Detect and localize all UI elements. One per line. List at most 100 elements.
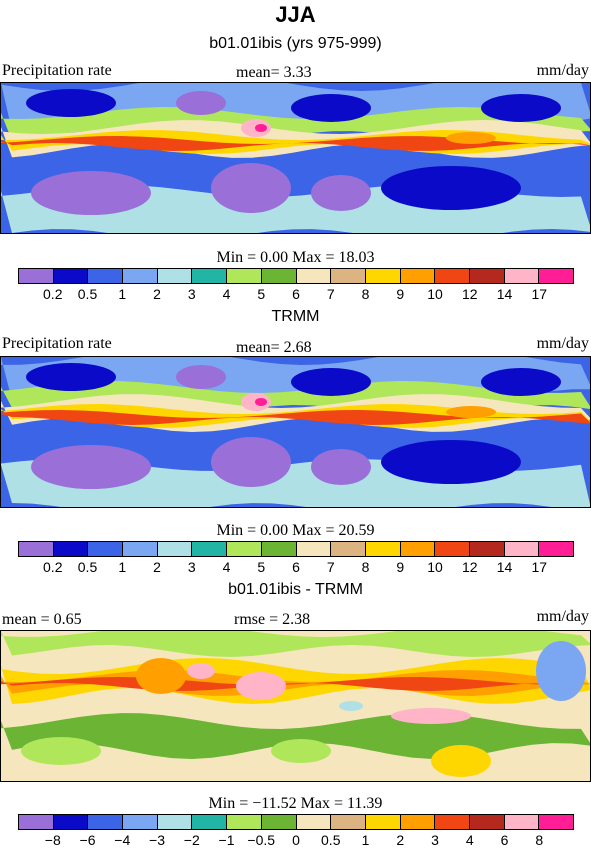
colorbar-swatch — [157, 542, 193, 556]
colorbar-tick-label: −8 — [44, 832, 61, 848]
colorbar-tick-label: −3 — [149, 832, 165, 848]
panel2-map — [0, 356, 591, 508]
figure-title: JJA — [275, 2, 316, 27]
panel1-title: b01.01ibis (yrs 975-999) — [209, 35, 382, 52]
colorbar-swatch — [365, 542, 401, 556]
colorbar-tick-label: 14 — [496, 286, 513, 302]
colorbar-swatch — [227, 269, 262, 283]
colorbar-tick-label: 5 — [257, 286, 266, 302]
colorbar-swatch — [227, 815, 262, 829]
colorbar-tick-label: 6 — [500, 832, 509, 848]
panel3-title: b01.01ibis - TRMM — [228, 581, 363, 598]
colorbar-swatch — [469, 542, 505, 556]
colorbar-swatch — [331, 815, 366, 829]
colorbar-tick-label: 3 — [187, 286, 196, 302]
panel3-mean-label: mean = 0.65 — [2, 611, 82, 628]
colorbar-tick-label: 6 — [292, 286, 300, 302]
colorbar-tick-label: 9 — [396, 559, 405, 575]
panel2-minmax: Min = 0.00 Max = 20.59 — [216, 522, 375, 539]
colorbar-tick-label: 0 — [292, 832, 300, 848]
colorbar-tick-label: 4 — [465, 832, 474, 848]
panel1-units-label: mm/day — [536, 62, 589, 79]
colorbar-tick-label: 10 — [427, 286, 443, 302]
colorbar-tick-label: 12 — [461, 559, 478, 575]
colorbar-swatch — [469, 815, 505, 829]
panel2-title: TRMM — [271, 308, 320, 325]
panel1-colorbar-ticks: 0.2 0.5 1 2 3 4 5 6 7 8 9 10 12 14 17 — [18, 286, 574, 304]
panel2-mean-label: mean= 2.68 — [236, 339, 312, 356]
colorbar-swatch — [400, 269, 436, 283]
colorbar-swatch — [53, 542, 89, 556]
colorbar-swatch — [365, 269, 401, 283]
colorbar-swatch — [157, 269, 193, 283]
colorbar-swatch — [261, 542, 297, 556]
panel2-colorbar-ticks: 0.2 0.5 1 2 3 4 5 6 7 8 9 10 12 14 17 — [18, 559, 574, 577]
colorbar-tick-label: 1 — [118, 286, 127, 302]
panel3-colorbar — [18, 814, 574, 830]
colorbar-swatch — [19, 542, 54, 556]
colorbar-swatch — [539, 815, 573, 829]
colorbar-swatch — [400, 815, 436, 829]
colorbar-swatch — [123, 269, 158, 283]
colorbar-tick-label: 2 — [153, 559, 161, 575]
colorbar-swatch — [504, 542, 540, 556]
colorbar-tick-label: 3 — [431, 832, 439, 848]
colorbar-tick-label: 1 — [118, 559, 127, 575]
colorbar-tick-label: 8 — [361, 286, 370, 302]
colorbar-tick-label: 14 — [496, 559, 513, 575]
colorbar-tick-label: 0.2 — [43, 559, 63, 575]
colorbar-swatch — [331, 542, 366, 556]
colorbar-tick-label: 8 — [535, 832, 544, 848]
panel2-colorbar — [18, 541, 574, 557]
panel3-map — [0, 630, 591, 782]
panel1-colorbar — [18, 268, 574, 284]
colorbar-tick-label: 4 — [222, 286, 231, 302]
colorbar-tick-label: 12 — [461, 286, 478, 302]
colorbar-swatch — [435, 269, 470, 283]
colorbar-tick-label: 2 — [153, 286, 161, 302]
panel3-colorbar-ticks: −8 −6 −4 −3 −2 −1 −0.5 0 0.5 1 2 3 4 6 8 — [18, 832, 574, 850]
colorbar-swatch — [365, 815, 401, 829]
colorbar-tick-label: 0.5 — [77, 559, 98, 575]
colorbar-swatch — [19, 269, 54, 283]
colorbar-swatch — [469, 269, 505, 283]
panel1-variable-label: Precipitation rate — [2, 62, 112, 79]
colorbar-tick-label: 7 — [326, 286, 335, 302]
colorbar-swatch — [539, 269, 573, 283]
colorbar-swatch — [504, 269, 540, 283]
panel2-units-label: mm/day — [536, 335, 589, 352]
panel1-mean-label: mean= 3.33 — [236, 64, 312, 81]
colorbar-tick-label: 4 — [222, 559, 231, 575]
colorbar-swatch — [192, 269, 228, 283]
colorbar-tick-label: 7 — [326, 559, 335, 575]
colorbar-tick-label: 6 — [292, 559, 300, 575]
colorbar-tick-label: 3 — [187, 559, 196, 575]
colorbar-swatch — [331, 269, 366, 283]
colorbar-tick-label: −1 — [218, 832, 235, 848]
panel3-rmse-label: rmse = 2.38 — [234, 611, 311, 628]
colorbar-tick-label: 0.2 — [43, 286, 63, 302]
colorbar-tick-label: 17 — [531, 559, 548, 575]
colorbar-swatch — [296, 269, 332, 283]
colorbar-tick-label: −2 — [183, 832, 200, 848]
colorbar-swatch — [157, 815, 193, 829]
colorbar-swatch — [400, 542, 436, 556]
colorbar-swatch — [192, 815, 228, 829]
colorbar-tick-label: 8 — [361, 559, 370, 575]
colorbar-swatch — [19, 815, 54, 829]
colorbar-tick-label: −6 — [79, 832, 96, 848]
colorbar-tick-label: 9 — [396, 286, 405, 302]
colorbar-swatch — [296, 815, 332, 829]
panel1-map — [0, 82, 591, 234]
colorbar-swatch — [227, 542, 262, 556]
colorbar-tick-label: 2 — [396, 832, 405, 848]
colorbar-swatch — [504, 815, 540, 829]
colorbar-swatch — [88, 815, 124, 829]
colorbar-tick-label: −4 — [114, 832, 131, 848]
colorbar-swatch — [192, 542, 228, 556]
colorbar-swatch — [539, 542, 573, 556]
colorbar-swatch — [88, 542, 124, 556]
colorbar-tick-label: −0.5 — [247, 832, 276, 848]
colorbar-swatch — [261, 815, 297, 829]
colorbar-tick-label: 10 — [427, 559, 443, 575]
